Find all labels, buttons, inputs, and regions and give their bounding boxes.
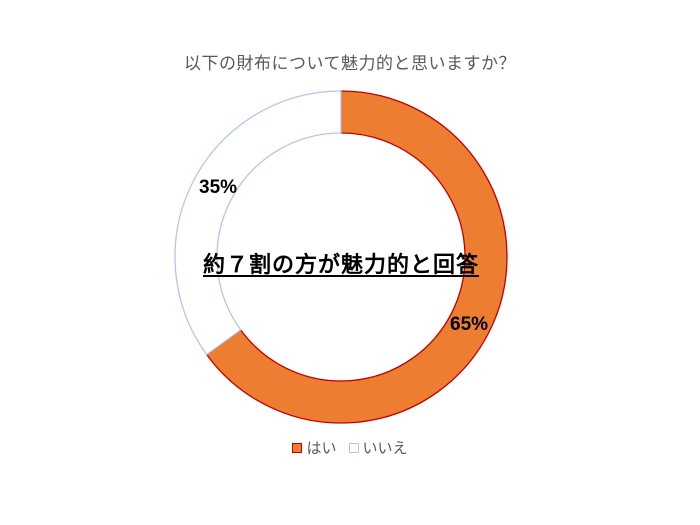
slice-no bbox=[174, 90, 342, 356]
data-label-yes: 65% bbox=[450, 314, 489, 335]
legend-label-no: いいえ bbox=[362, 439, 408, 457]
legend-label-yes: はい bbox=[306, 439, 337, 457]
slice-yes bbox=[205, 90, 508, 424]
center-annotation: 約７割の方が魅力的と回答 bbox=[202, 253, 479, 278]
legend-swatch-yes bbox=[292, 442, 303, 453]
legend: はい いいえ bbox=[0, 437, 700, 458]
legend-swatch-no bbox=[348, 442, 359, 453]
legend-item-yes: はい bbox=[292, 437, 337, 458]
chart-title: 以下の財布について魅力的と思いますか？ bbox=[184, 54, 516, 74]
legend-item-no: いいえ bbox=[348, 437, 408, 458]
data-label-no: 35% bbox=[199, 177, 238, 198]
